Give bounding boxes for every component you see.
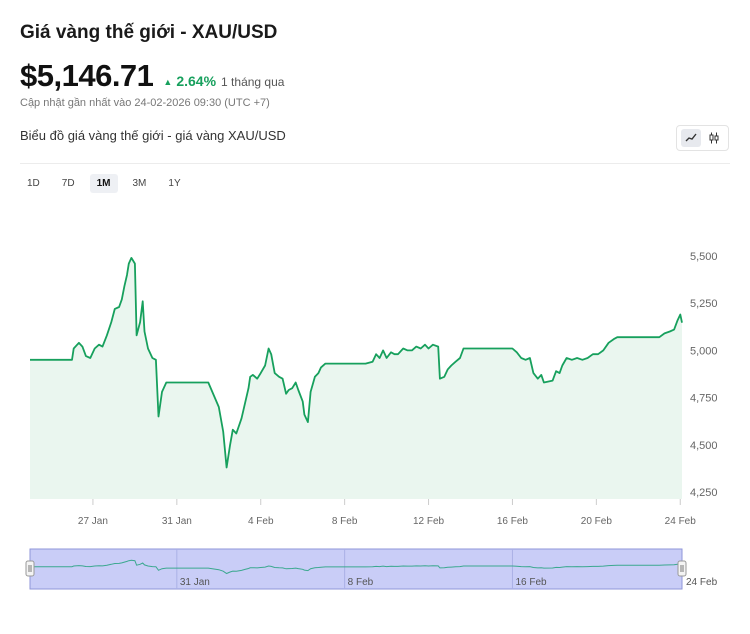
navigator-left-handle[interactable] (25, 560, 35, 577)
current-price: $5,146.71 (20, 58, 154, 93)
navigator-tick-label: 16 Feb (515, 577, 547, 588)
line-chart-icon[interactable] (681, 129, 702, 147)
x-tick-label: 31 Jan (162, 516, 192, 527)
x-tick-label: 4 Feb (248, 516, 274, 527)
change-percent: 2.64% (176, 73, 217, 89)
x-tick-label: 24 Feb (665, 516, 697, 527)
range-1m[interactable]: 1M (89, 174, 118, 193)
x-tick-label: 27 Jan (78, 516, 108, 527)
x-tick-label: 12 Feb (413, 516, 445, 527)
y-tick-label: 4,500 (690, 440, 718, 452)
up-arrow-icon: ▲ (163, 77, 173, 87)
navigator-window[interactable] (29, 548, 683, 590)
price-area (30, 257, 682, 499)
chart-title: Biểu đồ giá vàng thế giới - giá vàng XAU… (20, 128, 286, 143)
range-1y[interactable]: 1Y (168, 178, 181, 189)
y-tick-label: 4,750 (690, 393, 718, 405)
price-change: ▲ 2.64% 1 tháng qua (163, 73, 284, 89)
range-3m[interactable]: 3M (132, 178, 147, 189)
navigator-tick-label: 31 Jan (180, 577, 210, 588)
price-row: $5,146.71 ▲ 2.64% 1 tháng qua (20, 58, 284, 94)
y-tick-label: 5,250 (690, 298, 718, 310)
page-title: Giá vàng thế giới - XAU/USD (20, 22, 278, 43)
navigator-right-handle[interactable] (677, 560, 687, 577)
y-tick-label: 4,250 (690, 487, 718, 499)
range-1d[interactable]: 1D (27, 178, 40, 189)
divider (20, 163, 730, 164)
navigator-tick-label: 8 Feb (348, 577, 374, 588)
candlestick-icon[interactable] (704, 129, 724, 147)
range-7d[interactable]: 7D (61, 178, 75, 189)
x-tick-label: 16 Feb (497, 516, 529, 527)
x-tick-label: 20 Feb (581, 516, 613, 527)
change-period: 1 tháng qua (221, 75, 285, 89)
last-updated: Cập nhật gần nhất vào 24-02-2026 09:30 (… (20, 97, 270, 109)
navigator-end-label: 24 Feb (686, 577, 718, 588)
chart-type-toggle (676, 125, 729, 151)
y-tick-label: 5,500 (690, 251, 718, 263)
y-tick-label: 5,000 (690, 345, 718, 357)
x-tick-label: 8 Feb (332, 516, 358, 527)
range-selector: 1D 7D 1M 3M 1Y (20, 174, 196, 193)
price-line (30, 257, 683, 469)
navigator-line (30, 559, 683, 575)
